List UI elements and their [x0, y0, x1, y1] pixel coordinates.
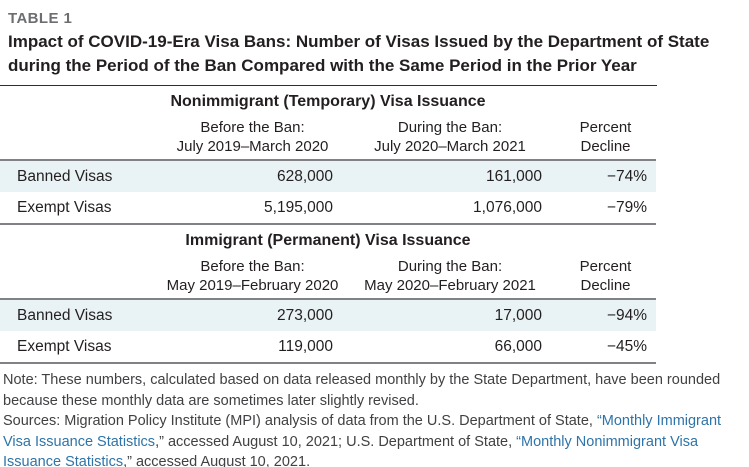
sources-segment: ,” accessed August 10, 2021. [123, 454, 311, 467]
row-label: Exempt Visas [0, 331, 160, 364]
table-title-line1: Impact of COVID-19-Era Visa Bans: Number… [8, 32, 710, 51]
sources-text: Sources: Migration Policy Institute (MPI… [3, 411, 745, 467]
table-row: Exempt Visas 5,195,000 1,076,000 −79% [0, 192, 656, 225]
value-during-ban: 66,000 [345, 331, 555, 364]
source-link-nonimmigrant-statistics[interactable]: “Monthly Nonimmigrant Visa Issuance Stat… [3, 433, 699, 467]
title-divider [0, 85, 657, 86]
column-header-during-ban: During the Ban: July 2020–March 2021 [345, 116, 555, 161]
value-during-ban: 161,000 [345, 160, 555, 192]
column-header-percent-decline: Percent Decline [555, 116, 656, 161]
section-immigrant: Immigrant (Permanent) Visa Issuance Befo… [0, 225, 749, 364]
nonimmigrant-visa-table: Before the Ban: July 2019–March 2020 Dur… [0, 116, 656, 225]
section-nonimmigrant: Nonimmigrant (Temporary) Visa Issuance B… [0, 86, 749, 225]
value-during-ban: 17,000 [345, 299, 555, 331]
column-header-before-ban: Before the Ban: July 2019–March 2020 [160, 116, 345, 161]
value-before-ban: 628,000 [160, 160, 345, 192]
value-percent-decline: −45% [555, 331, 656, 364]
row-label: Exempt Visas [0, 192, 160, 225]
table-notes: Note: These numbers, calculated based on… [3, 370, 745, 467]
value-before-ban: 5,195,000 [160, 192, 345, 225]
row-label: Banned Visas [0, 299, 160, 331]
table-title: Impact of COVID-19-Era Visa Bans: Number… [8, 30, 749, 78]
table-row: Banned Visas 273,000 17,000 −94% [0, 299, 656, 331]
value-during-ban: 1,076,000 [345, 192, 555, 225]
section-heading-nonimmigrant: Nonimmigrant (Temporary) Visa Issuance [170, 93, 486, 110]
value-percent-decline: −79% [555, 192, 656, 225]
row-label: Banned Visas [0, 160, 160, 192]
column-header-row: Before the Ban: July 2019–March 2020 Dur… [0, 116, 656, 161]
column-header-before-ban: Before the Ban: May 2019–February 2020 [160, 255, 345, 300]
column-header-row: Before the Ban: May 2019–February 2020 D… [0, 255, 656, 300]
empty-header-cell [0, 255, 160, 300]
source-link-immigrant-statistics[interactable]: “Monthly Immigrant Visa Issuance Statist… [3, 413, 722, 450]
value-before-ban: 273,000 [160, 299, 345, 331]
column-header-percent-decline: Percent Decline [555, 255, 656, 300]
value-before-ban: 119,000 [160, 331, 345, 364]
table-row: Exempt Visas 119,000 66,000 −45% [0, 331, 656, 364]
empty-header-cell [0, 116, 160, 161]
column-header-during-ban: During the Ban: May 2020–February 2021 [345, 255, 555, 300]
immigrant-visa-table: Before the Ban: May 2019–February 2020 D… [0, 255, 656, 364]
table-title-line2: during the Period of the Ban Compared wi… [8, 56, 637, 75]
table-row: Banned Visas 628,000 161,000 −74% [0, 160, 656, 192]
section-heading-immigrant: Immigrant (Permanent) Visa Issuance [185, 232, 471, 249]
sources-segment: Sources: Migration Policy Institute (MPI… [3, 413, 597, 429]
sources-segment: ,” accessed August 10, 2021; U.S. Depart… [155, 433, 517, 450]
table-number-label: TABLE 1 [8, 10, 73, 27]
value-percent-decline: −74% [555, 160, 656, 192]
value-percent-decline: −94% [555, 299, 656, 331]
note-text: Note: These numbers, calculated based on… [3, 372, 721, 409]
